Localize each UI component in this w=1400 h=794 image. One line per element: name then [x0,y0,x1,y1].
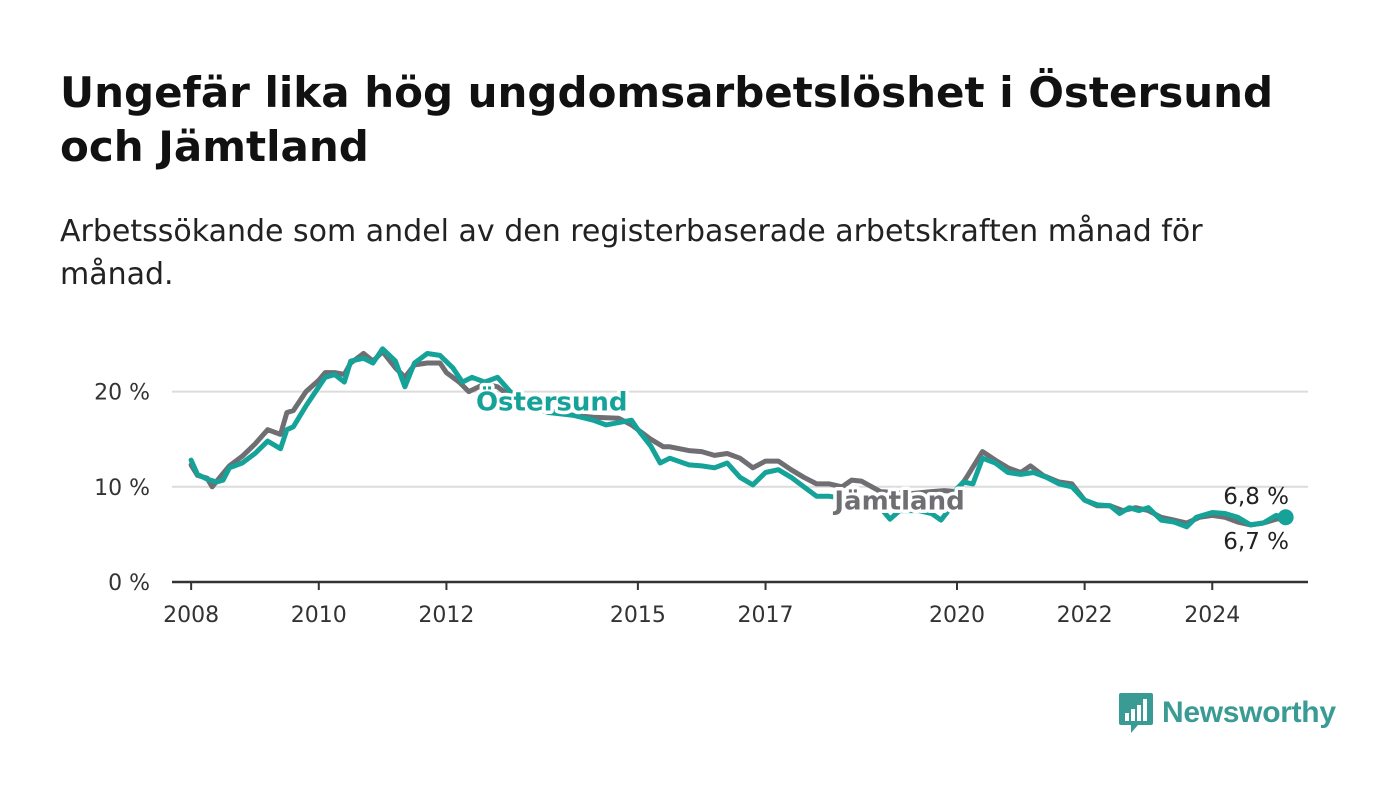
grid-lines [172,390,1308,488]
x-tick-label: 2015 [610,603,666,628]
series-labels: Östersund Jämtland 6,8 % 6,7 % [472,381,1294,555]
end-value-ostersund: 6,8 % [1223,484,1289,510]
end-value-jamtland: 6,7 % [1223,529,1289,555]
y-tick-label: 10 % [94,476,150,501]
x-tick-label: 2010 [291,603,347,628]
series-label-jamtland: Jämtland [832,487,964,517]
series-lines [188,346,1289,530]
end-point-ostersund [1277,509,1294,526]
newsworthy-logo: Newsworthy [1118,690,1336,736]
y-tick-label: 0 % [108,571,150,596]
x-tick-label: 2008 [163,603,219,628]
x-tick-label: 2022 [1057,603,1113,628]
x-axis [172,580,1308,590]
bar-chart-speech-bubble-icon [1119,693,1153,733]
x-tick-label: 2024 [1184,603,1240,628]
x-axis-tick-labels: 2008 2010 2012 2015 2017 2020 2022 2024 [163,603,1240,628]
series-line-j-mtland [188,349,1289,528]
chart-subtitle: Arbetssökande som andel av den registerb… [60,214,1203,292]
x-tick-label: 2012 [418,603,474,628]
series-line--stersund [188,346,1289,530]
series-label-ostersund: Östersund [476,385,628,418]
x-tick-label: 2017 [738,603,794,628]
x-tick-label: 2020 [929,603,985,628]
y-axis-tick-labels: 0 % 10 % 20 % [94,381,150,596]
chart-title: Ungefär lika hög ungdomsarbetslöshet i Ö… [60,68,1274,171]
y-tick-label: 20 % [94,381,150,406]
brand-name: Newsworthy [1162,696,1336,729]
